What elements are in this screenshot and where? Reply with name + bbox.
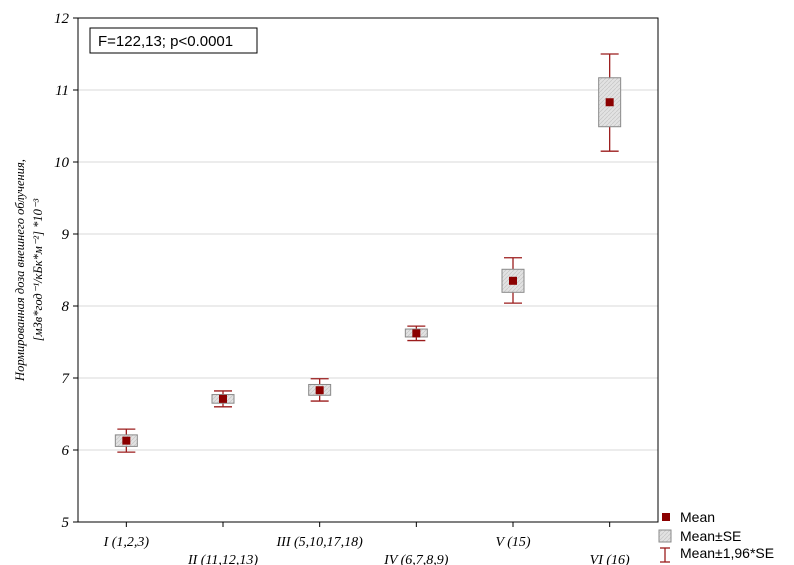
y-tick-label: 9	[62, 227, 70, 243]
annotation-text: F=122,13; p<0.0001	[98, 33, 233, 50]
y-tick-label: 7	[62, 371, 71, 387]
x-tick-label: IV (6,7,8,9)	[383, 553, 449, 565]
legend-whisker-label: Mean±1,96*SE	[680, 545, 774, 561]
x-tick-label: VI (16)	[590, 553, 630, 565]
plot-frame	[77, 17, 659, 523]
x-tick-label: V (15)	[495, 535, 530, 550]
mean-point	[122, 436, 131, 445]
legend: Mean Mean±SE Mean±1,96*SE	[658, 509, 774, 563]
x-tick-label: I (1,2,3)	[103, 535, 150, 550]
y-tick-label: 5	[62, 515, 70, 531]
mean-point	[412, 329, 421, 338]
y-tick-label: 11	[55, 83, 69, 99]
mean-point	[315, 386, 324, 395]
x-axis-ticks: I (1,2,3) II (11,12,13) III (5,10,17,18) IV…	[103, 522, 630, 565]
legend-se-label: Mean±SE	[680, 528, 741, 544]
legend-whisker-marker	[660, 547, 670, 563]
mean-point	[509, 276, 517, 285]
legend-se-marker	[658, 529, 672, 543]
y-tick-label: 6	[62, 443, 70, 459]
mean-point	[219, 394, 227, 403]
mean-point	[605, 98, 614, 107]
y-tick-label: 8	[62, 299, 70, 315]
y-axis-label-line1: Нормированная доза внешнего облучения,	[13, 159, 27, 382]
x-tick-label: III (5,10,17,18)	[276, 535, 364, 550]
legend-mean-marker	[662, 513, 670, 521]
y-axis-label-line2: [мЗв*год⁻¹/кБк*м⁻²] *10⁻³	[31, 198, 45, 341]
y-axis-ticks: 5 6 7 8 9 10 11 12	[54, 11, 78, 531]
grid	[78, 89, 658, 451]
x-tick-label: II (11,12,13)	[187, 553, 258, 565]
annotation-box	[89, 27, 258, 54]
chart-marks	[114, 53, 622, 453]
y-tick-label: 12	[54, 11, 70, 27]
legend-mean-label: Mean	[680, 509, 715, 525]
y-tick-label: 10	[54, 155, 70, 171]
